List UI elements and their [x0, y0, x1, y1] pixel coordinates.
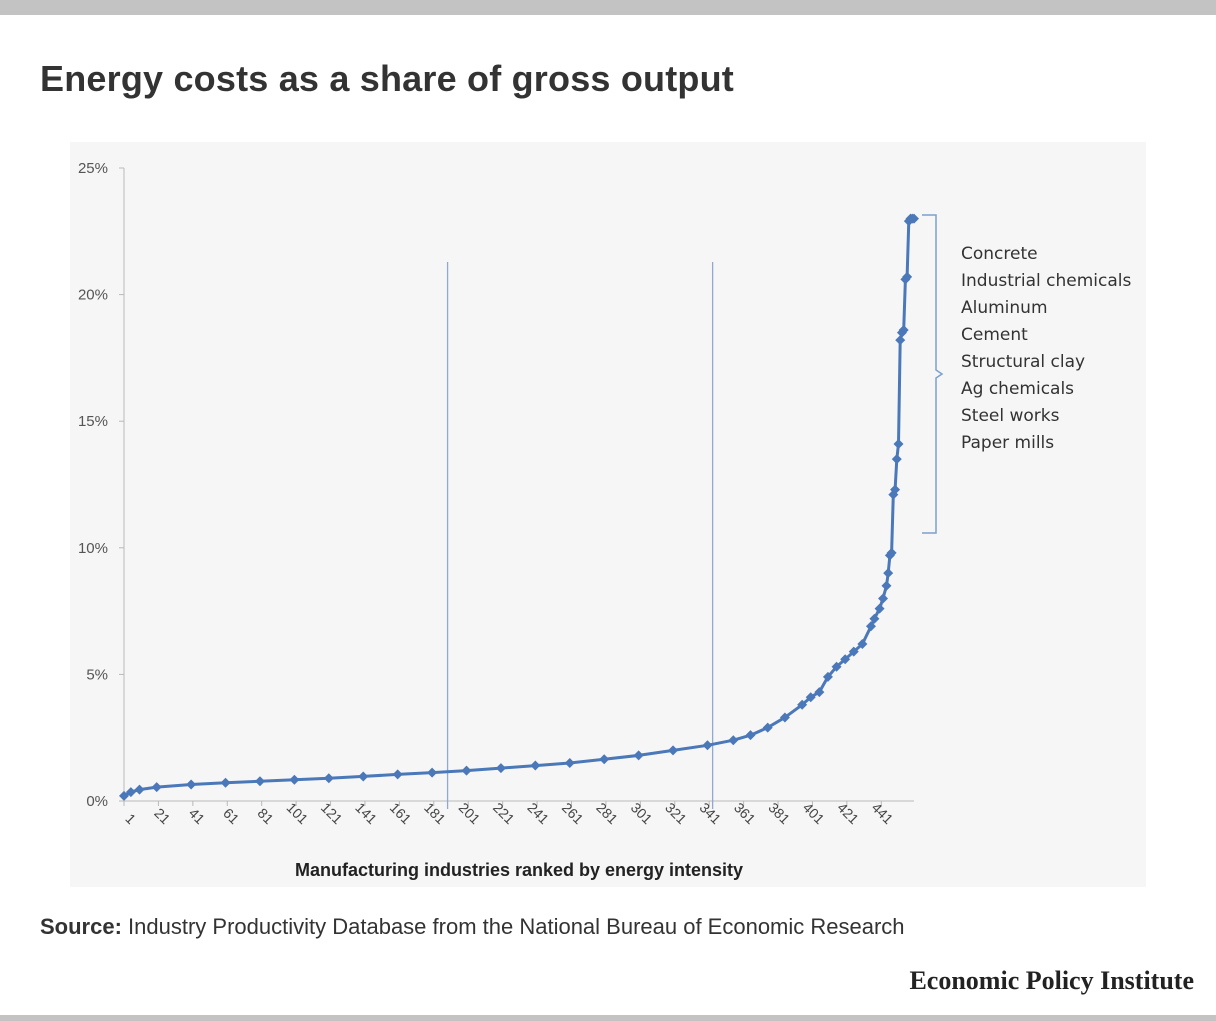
data-point — [427, 767, 438, 778]
data-point — [869, 613, 880, 624]
source-note: Source: Industry Productivity Database f… — [40, 914, 905, 940]
data-point — [779, 712, 790, 723]
chart-title: Energy costs as a share of gross output — [40, 58, 734, 99]
data-point — [831, 661, 842, 672]
x-tick-label: 41 — [186, 805, 208, 827]
data-point — [857, 639, 868, 650]
x-tick-label: 341 — [697, 799, 725, 827]
data-point — [797, 699, 808, 710]
data-point — [702, 740, 713, 751]
data-point — [890, 484, 901, 495]
x-tick-label: 141 — [352, 799, 380, 827]
annotation-label: Steel works — [961, 406, 1060, 426]
x-tick-label: 381 — [765, 799, 793, 827]
annotation-label: Ag chemicals — [961, 379, 1074, 399]
data-point — [461, 765, 472, 776]
data-point — [886, 547, 897, 558]
data-point — [865, 621, 876, 632]
x-tick-label: 1 — [122, 810, 139, 827]
x-tick-label: 361 — [731, 799, 759, 827]
x-tick-label: 421 — [834, 799, 862, 827]
chart-panel: 0% 5% 10% 15% 20% 25% 1 21 41 61 81 101 121 141 161 181… — [70, 142, 1146, 887]
annotation-label: Structural clay — [961, 352, 1085, 372]
data-point — [762, 722, 773, 733]
data-point — [728, 735, 739, 746]
data-point — [125, 787, 136, 798]
annotation-bracket — [922, 214, 944, 534]
bottom-border-bar — [0, 1015, 1216, 1021]
data-point — [220, 777, 231, 788]
x-tick-label: 201 — [456, 799, 484, 827]
x-tick-label: 121 — [318, 799, 346, 827]
y-tick-label: 5% — [86, 666, 108, 683]
x-tick-label: 301 — [628, 799, 656, 827]
data-point — [814, 687, 825, 698]
data-point — [289, 774, 300, 785]
annotation-label: Cement — [961, 325, 1028, 345]
data-point — [891, 454, 902, 465]
data-point — [495, 763, 506, 774]
annotation-label: Industrial chemicals — [961, 271, 1131, 291]
x-tick-label: 221 — [490, 799, 518, 827]
data-point — [633, 750, 644, 761]
x-tick-label: 261 — [559, 799, 587, 827]
x-tick-label: 81 — [255, 805, 277, 827]
x-tick-label: 61 — [220, 805, 242, 827]
x-tick-label: 321 — [662, 799, 690, 827]
data-point — [119, 790, 129, 801]
annotation-label: Concrete — [961, 244, 1038, 264]
data-point — [134, 784, 145, 795]
y-tick-label: 25% — [78, 160, 108, 177]
x-tick-label: 401 — [800, 799, 828, 827]
data-point — [902, 271, 913, 282]
data-point — [599, 754, 610, 765]
x-tick-label: 181 — [421, 799, 449, 827]
data-point — [668, 745, 679, 756]
series-line — [123, 217, 914, 798]
y-tick-label: 10% — [78, 540, 108, 557]
x-tick-label: 281 — [593, 799, 621, 827]
x-tick-label: 241 — [524, 799, 552, 827]
data-point — [909, 213, 919, 224]
chart-svg: 0%5%10%15%20%25%1 21 41 61 81 101 121 141 161 181… — [78, 160, 1132, 880]
x-axis-title: Manufacturing industries ranked by energ… — [295, 860, 743, 880]
data-point — [822, 671, 833, 682]
x-tick-label: 101 — [283, 799, 311, 827]
data-point — [898, 325, 909, 336]
data-point — [840, 654, 851, 665]
data-point — [878, 593, 889, 604]
data-point — [745, 730, 756, 741]
data-point — [895, 335, 906, 346]
y-tick-label: 20% — [78, 287, 108, 304]
brand-logo-text: Economic Policy Institute — [909, 966, 1194, 995]
data-point — [564, 758, 575, 769]
data-point — [392, 769, 403, 780]
y-tick-label: 0% — [86, 793, 108, 810]
data-point — [881, 580, 892, 591]
data-point — [358, 771, 369, 782]
x-tick-label: 21 — [151, 805, 173, 827]
annotation-label: Paper mills — [961, 433, 1054, 453]
annotation-label: Aluminum — [961, 298, 1048, 318]
x-tick-label: 161 — [387, 799, 415, 827]
data-point — [151, 782, 162, 793]
data-point — [805, 692, 816, 703]
source-text: Industry Productivity Database from the … — [128, 914, 905, 939]
top-border-bar — [0, 0, 1216, 15]
data-point — [874, 603, 885, 614]
data-point — [848, 646, 859, 657]
data-point — [530, 760, 541, 771]
y-tick-label: 15% — [78, 413, 108, 430]
data-point — [186, 779, 197, 790]
data-point — [254, 776, 265, 787]
data-point — [893, 438, 904, 449]
x-tick-label: 441 — [869, 799, 897, 827]
data-point — [323, 773, 334, 784]
data-point — [883, 568, 894, 579]
source-label: Source: — [40, 914, 122, 939]
